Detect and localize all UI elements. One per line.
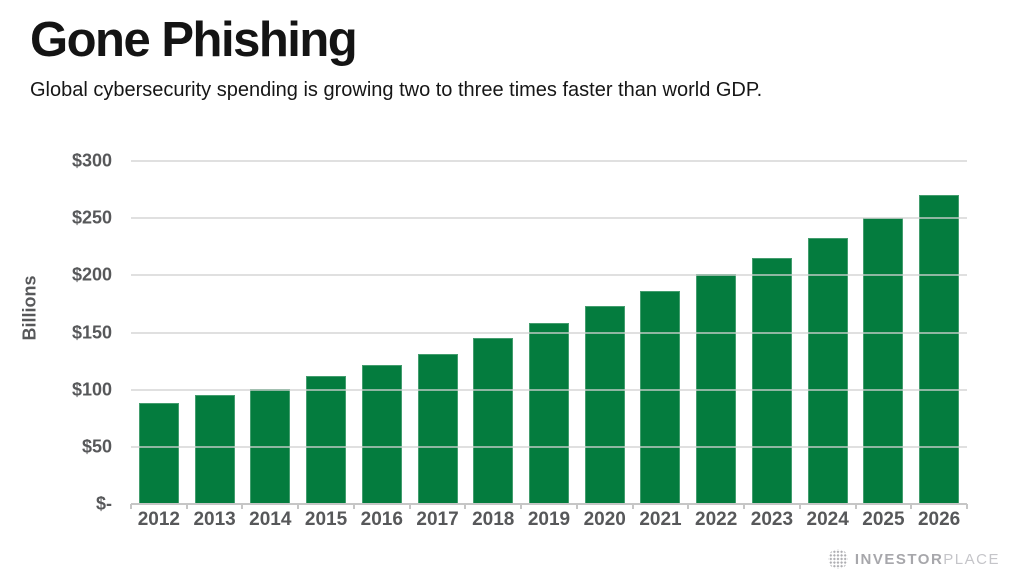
- gridline-200: [131, 274, 967, 277]
- y-tick-label: $200: [71, 264, 112, 285]
- bar-2016: [361, 364, 402, 504]
- chart-title: Gone Phishing: [30, 13, 358, 67]
- bar-2019: [529, 323, 569, 504]
- gridline-100: [131, 388, 967, 391]
- y-axis: $- $50 $100 $150 $200 $250 $300: [24, 151, 112, 514]
- axis-tick: [352, 504, 355, 509]
- gridline-150: [131, 331, 967, 334]
- x-tick-label: 2015: [304, 509, 348, 530]
- bar-2020: [584, 306, 625, 504]
- globe-icon: [827, 549, 848, 569]
- axis-tick: [130, 504, 132, 509]
- bar-2015: [306, 375, 347, 504]
- x-tick-label: 2019: [527, 509, 571, 530]
- x-tick-label: 2016: [360, 509, 403, 530]
- bar-2026: [919, 195, 960, 504]
- x-tick-label: 2022: [695, 509, 738, 530]
- brand-logo: INVESTORPLACE: [827, 548, 1000, 570]
- bar-2018: [473, 338, 514, 504]
- bar-2013: [194, 395, 235, 504]
- brand-text-primary: INVESTOR: [854, 550, 944, 568]
- y-tick-label: $150: [71, 322, 112, 342]
- x-tick-label: 2021: [639, 509, 682, 530]
- axis-tick: [408, 504, 411, 509]
- brand-text-secondary: PLACE: [943, 550, 1000, 568]
- axis-tick: [520, 504, 523, 509]
- bar-2021: [640, 291, 681, 504]
- axis-tick: [910, 504, 913, 509]
- plot-area: [130, 160, 968, 509]
- x-tick-label: 2012: [137, 509, 180, 530]
- x-tick-label: 2025: [862, 509, 905, 530]
- axis-tick: [631, 504, 634, 509]
- axis-tick: [687, 504, 690, 509]
- y-tick-label: $50: [81, 436, 112, 457]
- x-tick-label: 2023: [750, 509, 794, 530]
- x-axis: 2012 2013 2014 2015 2016 2017 2018 2019 2020 2021…: [131, 509, 967, 539]
- x-tick-label: 2017: [416, 509, 459, 530]
- gridline-250: [131, 217, 967, 220]
- x-tick-label: 2024: [806, 509, 849, 530]
- y-tick-label: $300: [71, 150, 112, 171]
- bar-2025: [863, 218, 904, 504]
- x-tick-label: 2020: [583, 509, 626, 530]
- x-tick-label: 2014: [249, 509, 292, 530]
- x-tick-label: 2018: [472, 509, 515, 530]
- axis-tick: [185, 504, 188, 509]
- bar-2023: [751, 258, 792, 504]
- bar-2012: [138, 403, 179, 504]
- axis-tick: [798, 504, 801, 509]
- y-tick-label: $250: [71, 207, 112, 228]
- gridline-50: [131, 445, 967, 448]
- gridline-300: [131, 160, 967, 162]
- axis-tick: [854, 504, 857, 509]
- x-tick-label: 2026: [917, 509, 961, 530]
- x-axis-line: [131, 503, 967, 505]
- axis-tick: [743, 504, 746, 509]
- axis-tick: [464, 504, 467, 509]
- brand-text: INVESTORPLACE: [855, 552, 1000, 567]
- y-tick-label: $100: [71, 379, 112, 400]
- x-tick-label: 2013: [193, 509, 236, 530]
- axis-tick: [575, 504, 578, 509]
- chart-subtitle: Global cybersecurity spending is growing…: [30, 79, 763, 101]
- axis-tick: [297, 504, 300, 509]
- y-tick-label: $-: [95, 493, 112, 514]
- axis-tick: [966, 504, 968, 509]
- bar-2017: [417, 354, 458, 504]
- axis-tick: [241, 504, 244, 509]
- bar-2024: [807, 237, 848, 504]
